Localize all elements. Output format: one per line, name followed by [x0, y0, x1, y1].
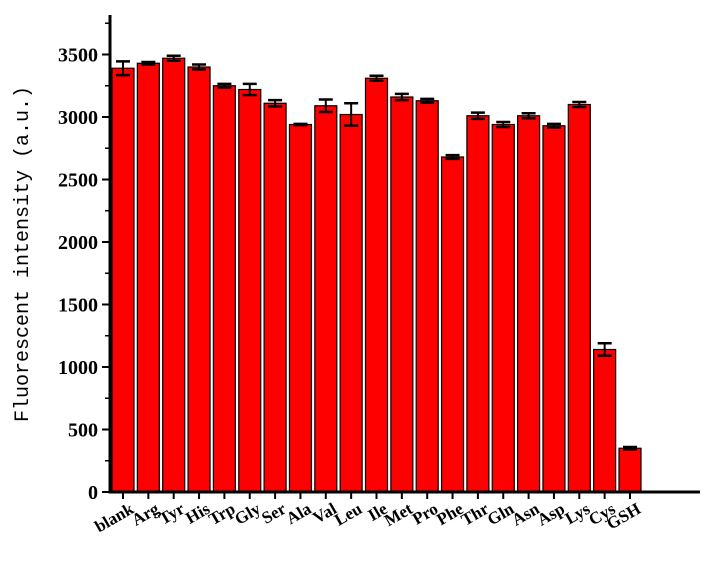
bar-Leu: [339, 113, 363, 493]
bar-Ser: [263, 102, 287, 493]
y-tick-label-500: 500: [68, 420, 98, 442]
y-tick-label-1500: 1500: [58, 295, 98, 317]
bar-Trp: [212, 85, 236, 493]
y-tick-label-3000: 3000: [58, 107, 98, 129]
y-tick-label-2500: 2500: [58, 170, 98, 192]
bar-Asp: [542, 125, 566, 493]
bar-GSH: [618, 447, 642, 493]
bar-Val: [314, 105, 338, 493]
y-tick-label-0: 0: [88, 482, 98, 504]
bar-Ile: [364, 77, 389, 493]
bar-Asn: [516, 115, 541, 493]
bar-Arg: [136, 62, 160, 493]
bar-Gln: [491, 123, 515, 493]
bar-Met: [390, 96, 414, 493]
bar-Lys: [567, 103, 591, 493]
y-tick-label-3500: 3500: [58, 45, 98, 67]
error-bars-layer: [116, 54, 637, 451]
bar-Cys: [593, 348, 617, 493]
bar-Gly: [238, 88, 262, 493]
bar-Tyr: [162, 57, 186, 493]
y-ticks-layer: 0 500 1000 1500 2000 2500 3000 3500: [58, 22, 110, 504]
bar-Pro: [415, 100, 439, 493]
bar-blank: [111, 67, 135, 493]
bar-Thr: [466, 115, 490, 493]
y-tick-label-1000: 1000: [58, 357, 98, 379]
y-tick-label-2000: 2000: [58, 232, 98, 254]
bars-layer: [111, 57, 642, 493]
y-axis-title: Fluorescent intensity (a.u.): [12, 86, 35, 422]
axes-layer: [108, 15, 700, 494]
bar-Ala: [288, 123, 313, 493]
x-tick-label-Leu: Leu: [331, 499, 365, 530]
bar-His: [187, 66, 211, 493]
bar-Phe: [440, 156, 465, 493]
